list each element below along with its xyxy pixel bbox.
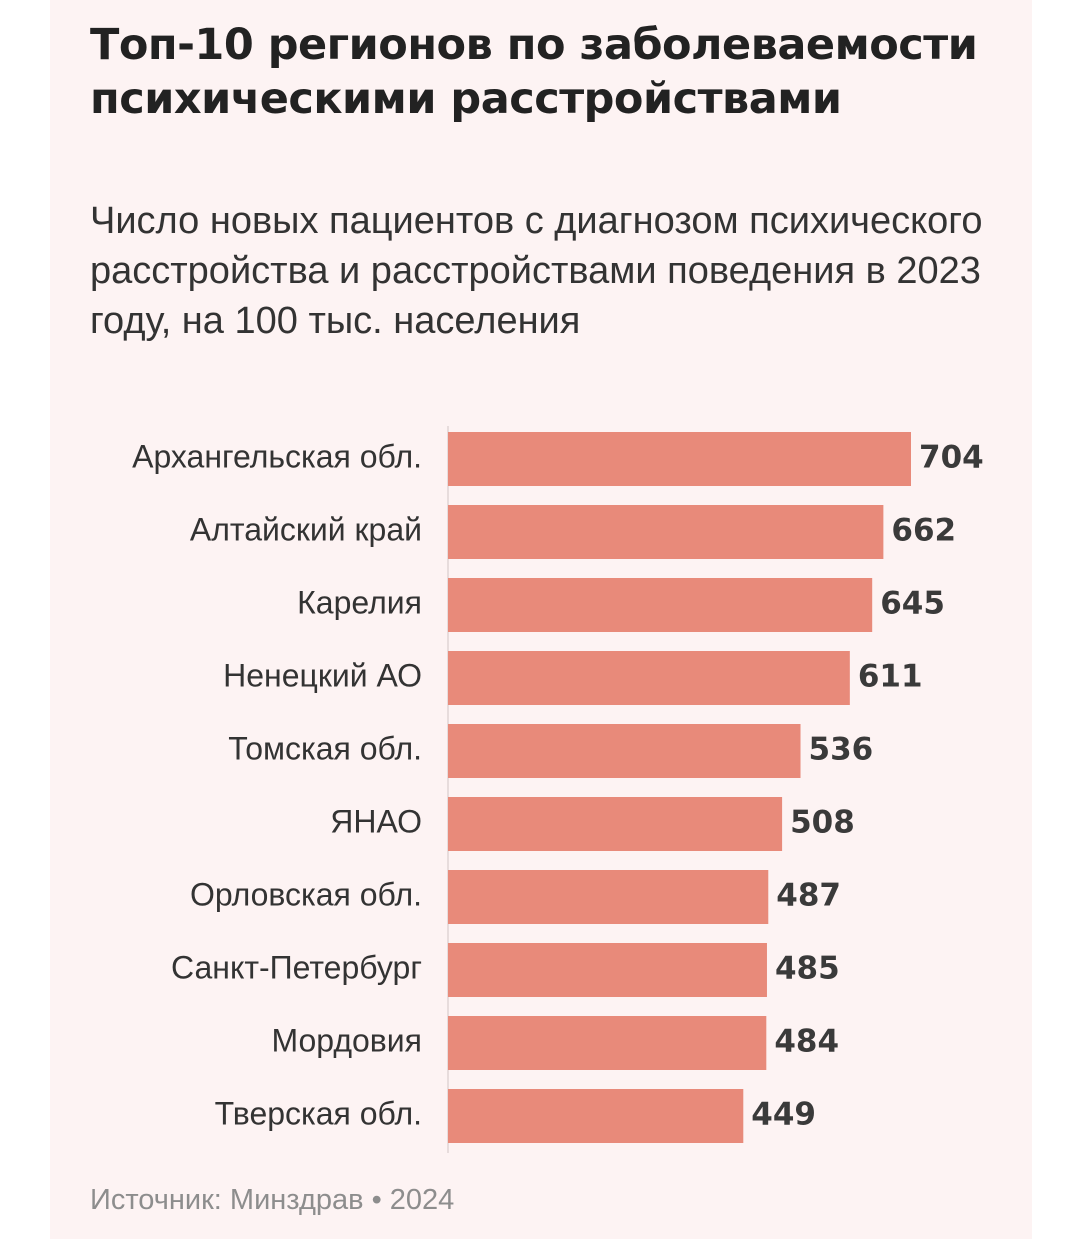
bar-chart: Архангельская обл. 704 Алтайский край 662 Ка…: [132, 426, 984, 1153]
value-label: 645: [880, 586, 945, 622]
category-label: ЯНАО: [330, 803, 422, 839]
value-label: 508: [790, 805, 855, 841]
bar: [448, 943, 767, 997]
bar: [448, 578, 873, 632]
category-label: Алтайский край: [190, 511, 422, 547]
value-label: 484: [774, 1024, 839, 1060]
value-label: 611: [858, 659, 923, 695]
chart-subtitle: Число новых пациентов с диагнозом психич…: [90, 200, 983, 342]
bar: [448, 1089, 744, 1143]
value-label: 449: [751, 1097, 816, 1133]
bar: [448, 432, 911, 486]
value-label: 704: [919, 440, 984, 476]
category-label: Карелия: [297, 584, 422, 620]
value-label: 487: [776, 878, 841, 914]
category-label: Архангельская обл.: [132, 438, 422, 474]
category-label: Тверская обл.: [215, 1095, 422, 1131]
bar: [448, 505, 884, 559]
category-label: Томская обл.: [228, 730, 422, 766]
value-label: 485: [775, 951, 840, 987]
value-label: 536: [809, 732, 874, 768]
bar: [448, 651, 850, 705]
bar: [448, 870, 769, 924]
category-label: Ненецкий АО: [223, 657, 422, 693]
source-note: Источник: Минздрав • 2024: [90, 1184, 455, 1216]
category-label: Орловская обл.: [190, 876, 422, 912]
chart-card: Топ-10 регионов по заболеваемости психич…: [50, 0, 1032, 1239]
value-label: 662: [891, 513, 956, 549]
chart-title: Топ-10 регионов по заболеваемости психич…: [90, 20, 978, 124]
bar: [448, 724, 801, 778]
bar: [448, 797, 783, 851]
bar: [448, 1016, 767, 1070]
category-label: Мордовия: [271, 1022, 422, 1058]
category-label: Санкт-Петербург: [171, 949, 422, 985]
